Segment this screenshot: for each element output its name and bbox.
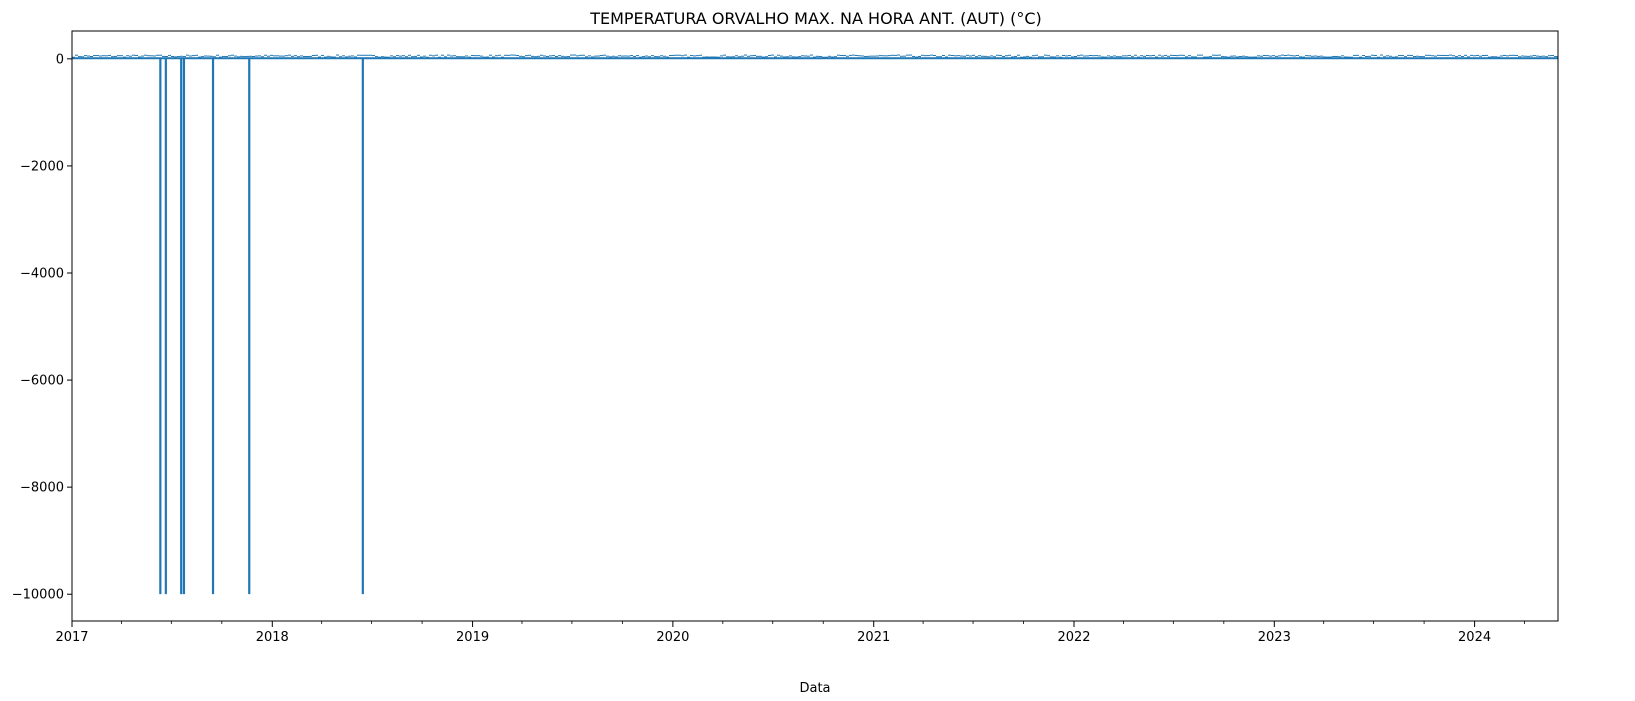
y-tick-label: −6000 [20, 374, 64, 389]
y-tick-label: −4000 [20, 266, 64, 281]
y-tick-label: −10000 [12, 588, 64, 603]
y-tick-label: −8000 [20, 481, 64, 496]
series-line-baseline [72, 57, 1558, 60]
x-axis-label: Data [799, 681, 830, 696]
series-line-noise [72, 54, 1558, 58]
y-tick-label: −2000 [20, 159, 64, 174]
axes: 0 −2000 −4000 −6000 −8000 −10000 2017 2018 2019 2… [12, 30, 1559, 645]
x-tick-label: 2023 [1258, 630, 1291, 645]
x-tick-label: 2018 [256, 630, 289, 645]
x-tick-label: 2017 [55, 630, 88, 645]
x-tick-label: 2019 [456, 630, 489, 645]
x-tick-label: 2024 [1458, 630, 1491, 645]
x-tick-label: 2021 [857, 630, 890, 645]
plot-area [72, 54, 1558, 595]
chart-title: TEMPERATURA ORVALHO MAX. NA HORA ANT. (A… [589, 9, 1042, 28]
x-tick-label: 2022 [1057, 630, 1090, 645]
x-tick-label: 2020 [656, 630, 689, 645]
y-tick-label: 0 [56, 52, 64, 67]
axes-frame [71, 30, 1559, 622]
